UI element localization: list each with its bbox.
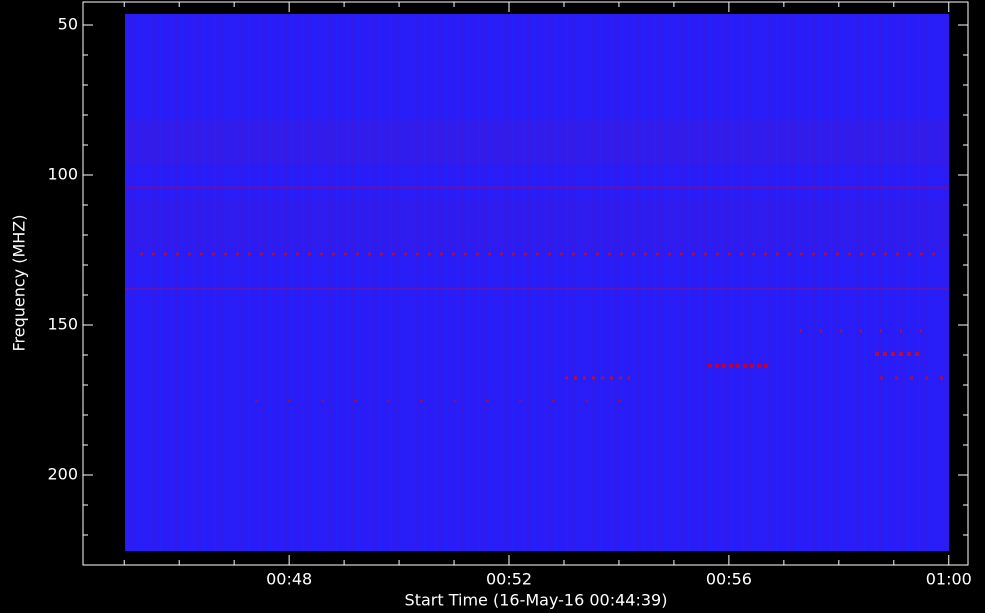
x-tick-label: 01:00 [926,570,972,589]
y-axis-label: Frequency (MHZ) [10,214,29,351]
x-tick-label: 00:52 [486,570,532,589]
x-tick-label: 00:48 [266,570,312,589]
x-tick-label: 00:56 [706,570,752,589]
spectrogram-texture [125,14,949,551]
axes-frame [82,1,969,566]
y-tick-label: 150 [47,315,78,334]
band [125,186,949,189]
y-tick-label: 100 [47,165,78,184]
y-tick-label: 200 [47,465,78,484]
band [125,120,949,165]
spectrogram-image [125,14,949,551]
band [125,200,949,250]
band [125,288,949,290]
x-axis-label: Start Time (16-May-16 00:44:39) [405,591,668,610]
y-tick-label: 50 [58,15,78,34]
